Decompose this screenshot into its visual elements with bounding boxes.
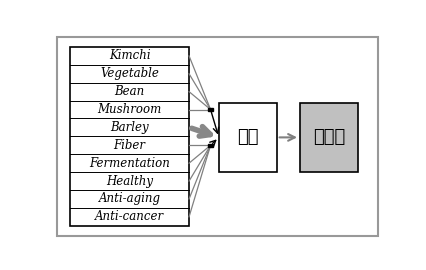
Text: Anti-cancer: Anti-cancer	[95, 210, 164, 223]
Bar	[219, 103, 276, 172]
Text: Vegetable: Vegetable	[100, 67, 158, 80]
Text: Barley: Barley	[110, 121, 148, 134]
Text: Mushroom: Mushroom	[97, 103, 161, 116]
Text: Bean: Bean	[114, 85, 144, 98]
Bar	[207, 108, 213, 111]
Bar	[70, 47, 189, 226]
Bar	[299, 103, 357, 172]
Text: 건강: 건강	[236, 129, 258, 146]
Bar	[207, 144, 213, 147]
Text: Fermentation: Fermentation	[89, 157, 170, 170]
Text: Kimchi: Kimchi	[109, 49, 150, 62]
Text: Healthy: Healthy	[106, 174, 153, 188]
Text: 건강식: 건강식	[312, 129, 344, 146]
Text: Anti-aging: Anti-aging	[98, 193, 160, 205]
Text: Fiber: Fiber	[113, 139, 145, 152]
